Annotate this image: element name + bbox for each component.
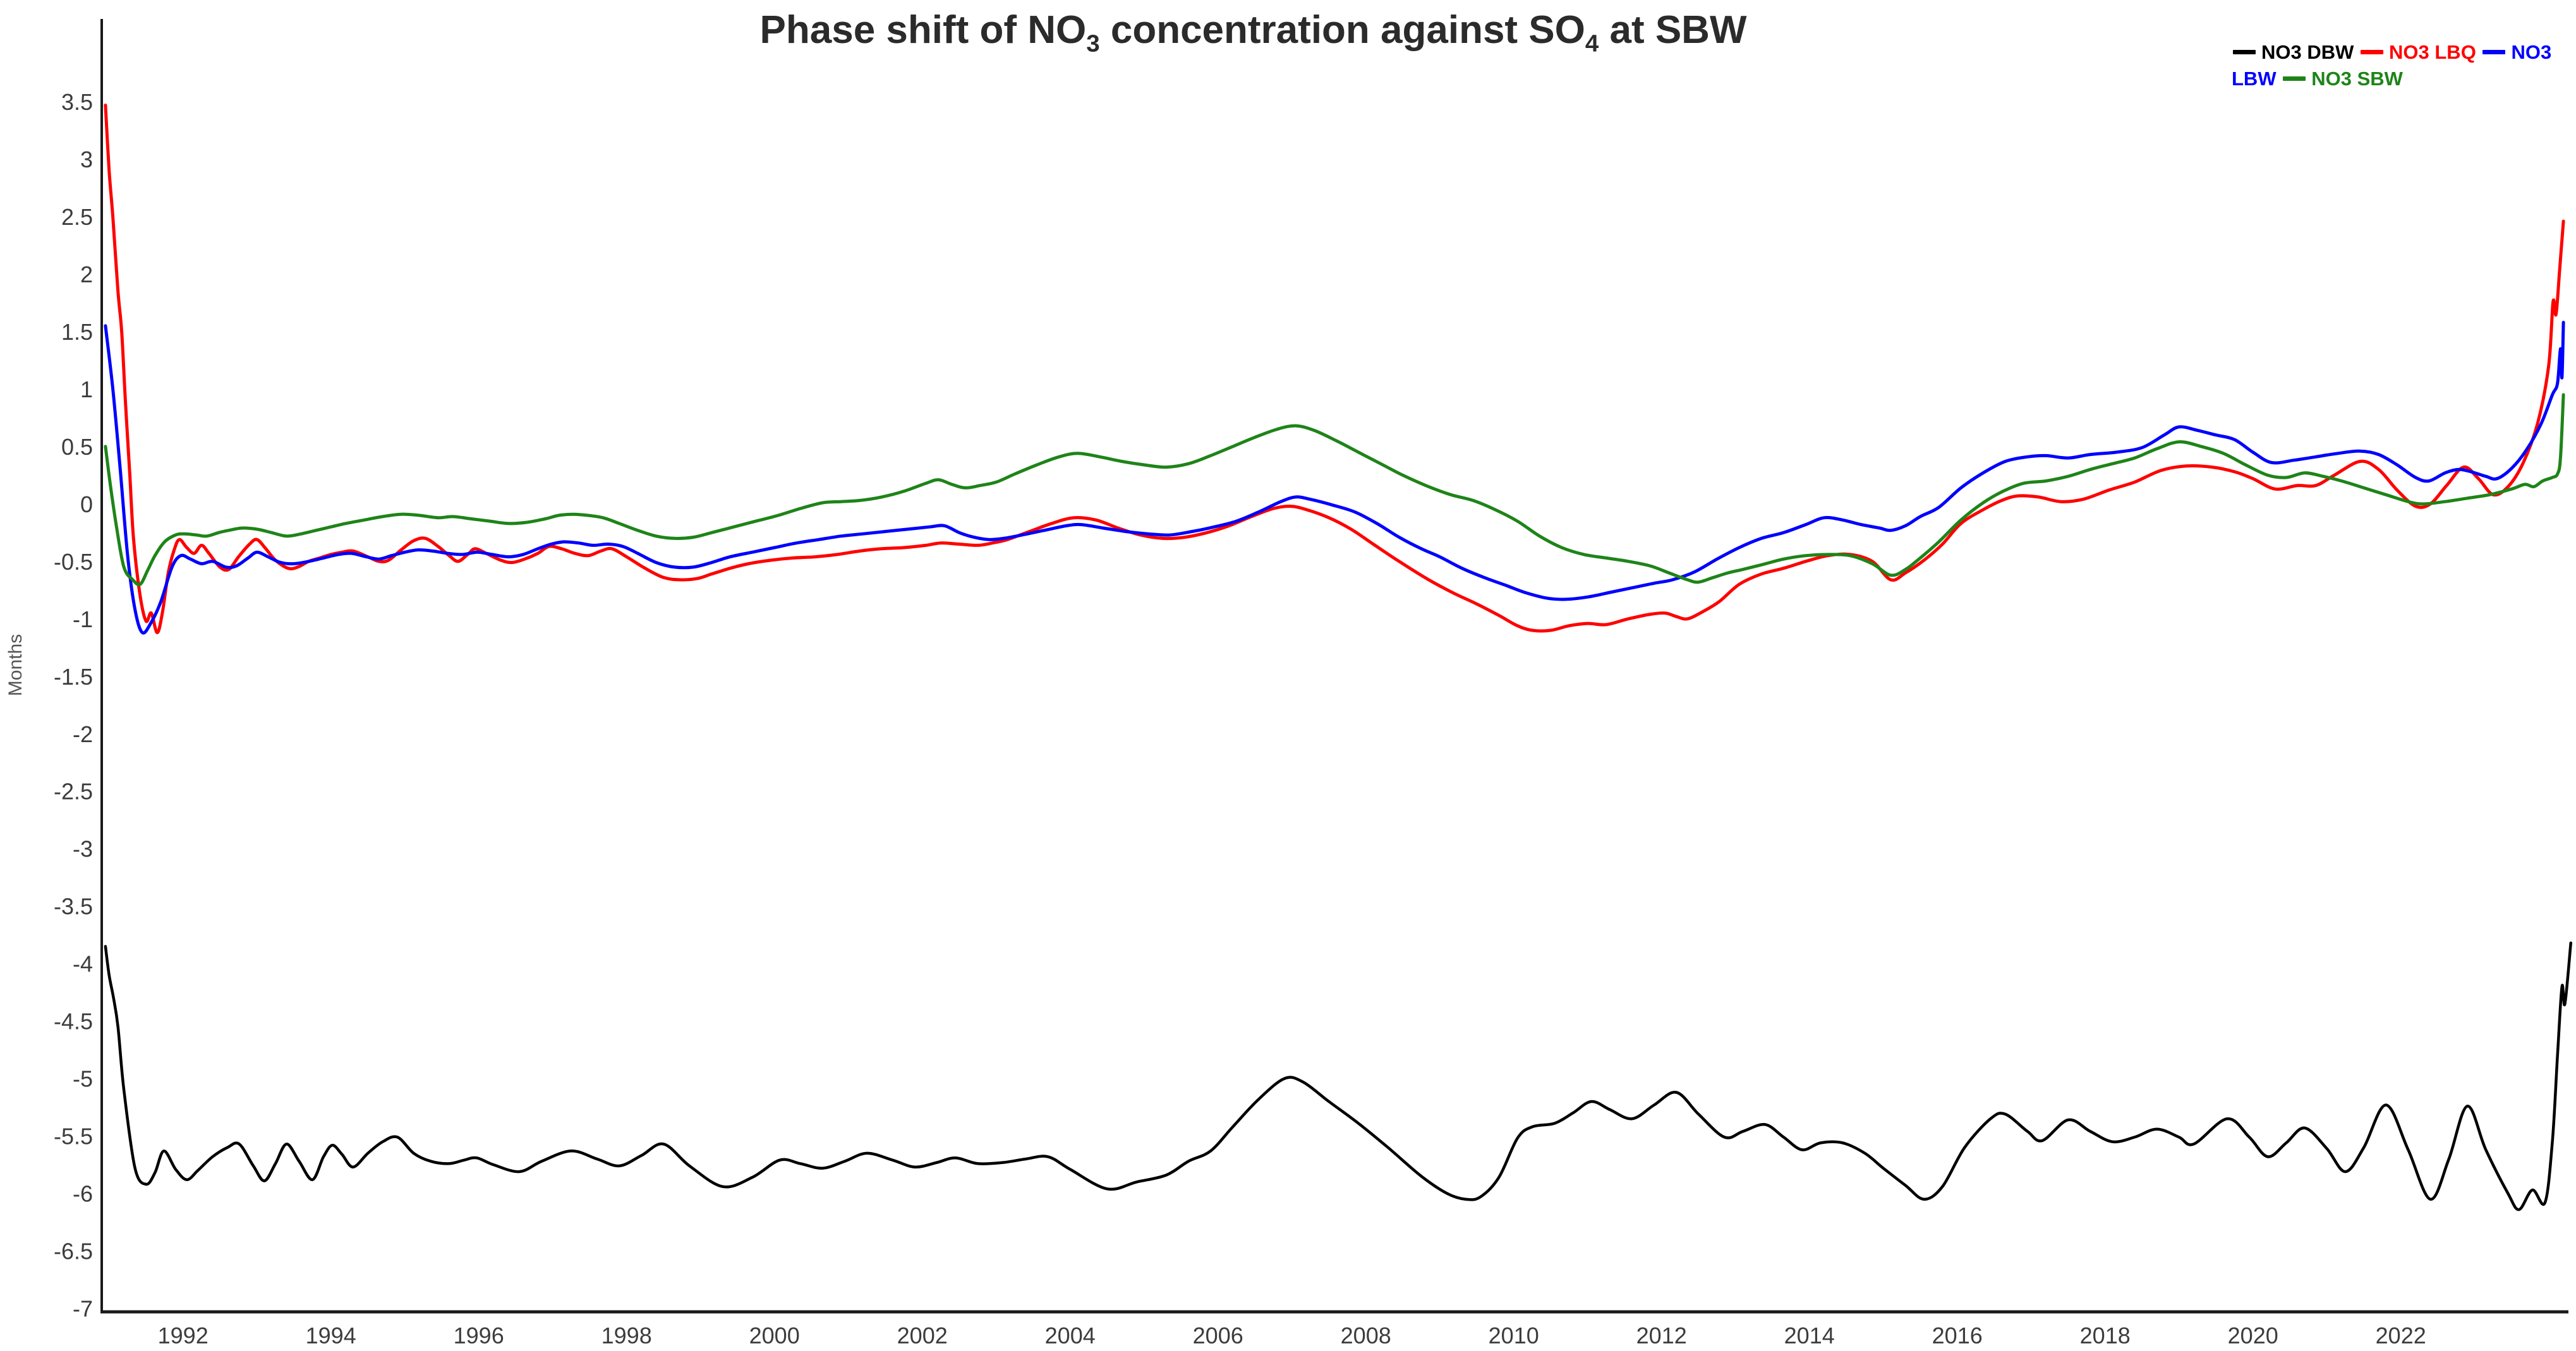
y-tick-label: -4.5	[54, 1009, 93, 1035]
y-tick-label: -3.5	[54, 894, 93, 920]
page-title: Phase shift of NO3 concentration against…	[759, 8, 1747, 57]
y-tick-label: 3.5	[61, 89, 93, 115]
x-tick-label: 2018	[2080, 1323, 2131, 1348]
y-tick-label: -5.5	[54, 1124, 93, 1150]
x-tick-label: 2002	[897, 1323, 948, 1348]
legend-swatch-no3-dbw	[2233, 50, 2256, 55]
y-tick-label: 2	[80, 261, 93, 287]
legend-swatch-no3-lbw	[2482, 50, 2506, 55]
legend-swatch-no3-lbq	[2361, 50, 2384, 55]
x-tick-label: 2016	[1932, 1323, 1983, 1348]
y-tick-label: -6.5	[54, 1239, 93, 1264]
y-tick-label: 1.5	[61, 319, 93, 345]
y-tick-label: -3	[73, 836, 93, 862]
x-tick-label: 1996	[454, 1323, 504, 1348]
x-tick-label: 2006	[1193, 1323, 1243, 1348]
y-tick-label: -1	[73, 606, 93, 632]
series-line-no3-dbw	[104, 941, 2573, 1211]
legend: NO3 DBW NO3 LBQ NO3 LBW NO3 SBW	[2232, 39, 2570, 92]
x-tick-label: 2020	[2228, 1323, 2278, 1348]
y-tick-label: 3	[80, 147, 93, 172]
legend-label: NO3 LBW	[2232, 41, 2552, 90]
y-tick-label: -2.5	[54, 779, 93, 805]
x-tick-label: 2008	[1341, 1323, 1391, 1348]
series-line-no3-lbq	[104, 104, 2565, 635]
series-line-no3-sbw	[104, 393, 2565, 587]
y-axis-title: Months	[5, 634, 26, 696]
x-tick-label: 2012	[1636, 1323, 1687, 1348]
y-tick-label: -4	[73, 951, 93, 977]
y-tick-label: -5	[73, 1066, 93, 1092]
legend-swatch-no3-sbw	[2283, 76, 2306, 81]
y-tick-label: -6	[73, 1181, 93, 1207]
x-tick-label: 2000	[749, 1323, 800, 1348]
y-tick-label: 0.5	[61, 434, 93, 460]
y-tick-label: -7	[73, 1296, 93, 1322]
legend-label: NO3 LBQ	[2389, 41, 2476, 63]
x-tick-label: 2010	[1489, 1323, 1539, 1348]
x-tick-label: 2022	[2376, 1323, 2426, 1348]
x-tick-label: 1992	[158, 1323, 209, 1348]
y-tick-label: -1.5	[54, 664, 93, 690]
x-tick-label: 2014	[1784, 1323, 1835, 1348]
title-subscript: 3	[1086, 30, 1100, 57]
x-tick-label: 2004	[1045, 1323, 1096, 1348]
y-tick-label: -2	[73, 721, 93, 747]
y-tick-label: 2.5	[61, 204, 93, 230]
y-tick-label: -0.5	[54, 549, 93, 575]
legend-label: NO3 SBW	[2311, 67, 2403, 90]
legend-label: NO3 DBW	[2261, 41, 2354, 63]
title-subscript: 4	[1585, 30, 1599, 57]
x-tick-label: 1994	[306, 1323, 356, 1348]
y-tick-label: 1	[80, 376, 93, 402]
series-line-no3-lbw	[104, 320, 2565, 635]
y-tick-label: 0	[80, 491, 93, 517]
x-tick-label: 1998	[602, 1323, 652, 1348]
